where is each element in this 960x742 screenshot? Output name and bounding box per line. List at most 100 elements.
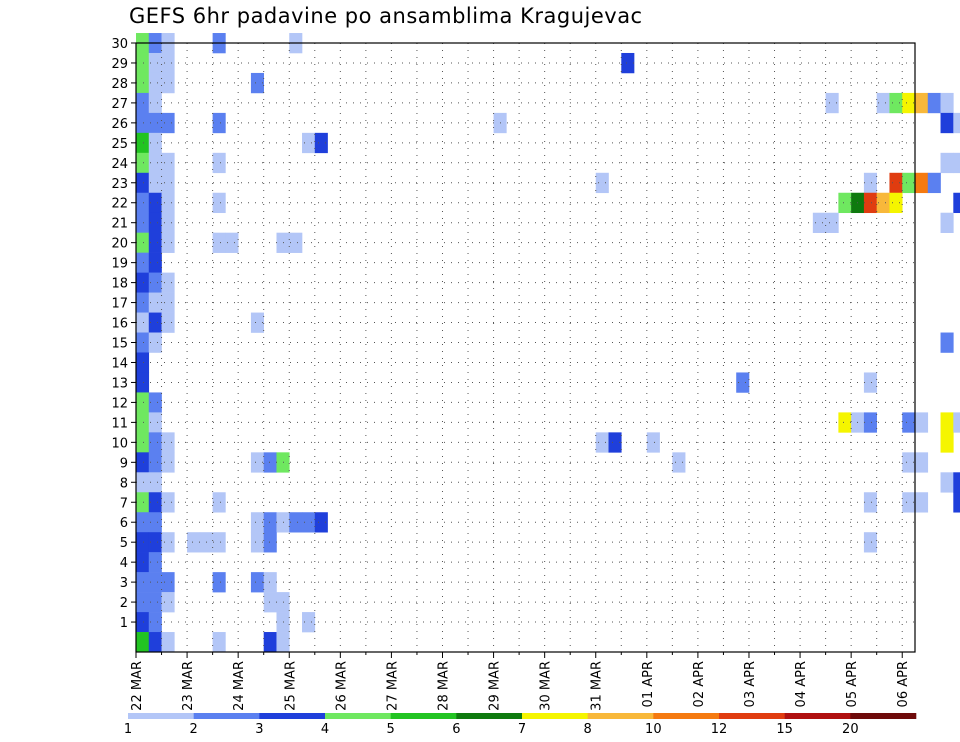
- colorbar-segment: [325, 713, 391, 719]
- heatmap-cell: [212, 112, 226, 134]
- y-tick-label: 28: [111, 77, 128, 92]
- colorbar-label: 4: [321, 722, 329, 737]
- heatmap-cell: [136, 192, 150, 214]
- heatmap-cell: [838, 412, 852, 433]
- heatmap-cell: [136, 312, 150, 333]
- heatmap-cell: [148, 92, 162, 114]
- heatmap-cell: [289, 232, 303, 253]
- x-tick-label: 22 MAR: [130, 661, 145, 711]
- heatmap-cell: [621, 52, 635, 74]
- heatmap-cell: [136, 612, 150, 633]
- heatmap-cell: [136, 432, 150, 453]
- x-tick-label: 06 APR: [896, 661, 911, 707]
- heatmap-cell: [289, 512, 303, 533]
- heatmap-cell: [136, 252, 150, 273]
- y-tick-label: 22: [111, 197, 128, 212]
- heatmap-cell: [902, 172, 916, 194]
- heatmap-cell: [136, 212, 150, 233]
- heatmap-cell: [212, 492, 226, 513]
- y-tick-label: 8: [120, 476, 128, 491]
- heatmap-cell: [915, 172, 929, 194]
- heatmap-cell: [148, 532, 162, 553]
- heatmap-cell: [136, 412, 150, 433]
- y-tick-label: 2: [120, 596, 128, 611]
- heatmap-cell: [148, 112, 162, 134]
- heatmap-cell: [302, 612, 316, 633]
- heatmap-cell: [148, 172, 162, 194]
- heatmap-cell: [953, 152, 960, 174]
- heatmap-cell: [302, 132, 316, 154]
- y-tick-label: 7: [120, 496, 128, 511]
- heatmap-cell: [136, 552, 150, 573]
- heatmap-cell: [953, 412, 960, 433]
- x-tick-label: 04 APR: [794, 661, 809, 707]
- heatmap-cell: [863, 192, 877, 214]
- colorbar-label: 1: [124, 722, 132, 737]
- y-tick-label: 11: [111, 416, 128, 431]
- x-tick-label: 24 MAR: [232, 661, 247, 711]
- colorbar-segment: [522, 713, 588, 719]
- heatmap-cell: [212, 192, 226, 214]
- y-tick-label: 27: [111, 97, 128, 112]
- y-tick-label: 13: [111, 376, 128, 391]
- x-tick-label: 02 APR: [692, 661, 707, 707]
- y-tick-label: 1: [120, 616, 128, 631]
- y-tick-label: 16: [111, 317, 128, 332]
- colorbar-label: 20: [842, 722, 859, 737]
- x-tick-label: 27 MAR: [385, 661, 400, 711]
- heatmap-cell: [608, 432, 622, 453]
- heatmap-cell: [250, 572, 264, 593]
- heatmap-cell: [136, 532, 150, 553]
- heatmap-cell: [148, 472, 162, 493]
- heatmap-cell: [161, 272, 175, 293]
- y-tick-label: 3: [120, 576, 128, 591]
- heatmap-cell: [314, 132, 328, 154]
- heatmap-cell: [672, 452, 686, 473]
- heatmap-cell: [161, 452, 175, 473]
- heatmap-cell: [953, 112, 960, 134]
- heatmap-cell: [927, 92, 941, 114]
- heatmap-cell: [736, 372, 750, 393]
- heatmap-cell: [148, 572, 162, 593]
- y-tick-label: 30: [111, 37, 128, 52]
- heatmap-cell: [263, 632, 277, 653]
- heatmap-cell: [161, 492, 175, 513]
- heatmap-cell: [161, 112, 175, 134]
- heatmap-cell: [136, 512, 150, 533]
- heatmap-cell: [136, 392, 150, 413]
- heatmap-cell: [148, 72, 162, 94]
- y-tick-label: 21: [111, 217, 128, 232]
- heatmap-cell: [940, 92, 954, 114]
- x-tick-label: 03 APR: [743, 661, 758, 707]
- heatmap-cell: [927, 172, 941, 194]
- heatmap-cell: [136, 592, 150, 613]
- heatmap-cell: [250, 532, 264, 553]
- heatmap-cell: [161, 632, 175, 653]
- x-tick-label: 05 APR: [845, 661, 860, 707]
- colorbar-label: 6: [452, 722, 460, 737]
- x-tick-label: 28 MAR: [436, 661, 451, 711]
- x-tick-label: 23 MAR: [181, 661, 196, 711]
- heatmap-cell: [136, 372, 150, 393]
- plot-frame: [135, 42, 916, 653]
- heatmap-cell: [889, 92, 903, 114]
- heatmap-cell: [915, 492, 929, 513]
- heatmap-cell: [161, 312, 175, 333]
- heatmap-cell: [148, 552, 162, 573]
- heatmap-cell: [136, 52, 150, 74]
- heatmap-cell: [250, 452, 264, 473]
- heatmap-cell: [263, 592, 277, 613]
- heatmap-cell: [212, 232, 226, 253]
- heatmap-cell: [940, 472, 954, 493]
- heatmap-cell: [812, 212, 826, 233]
- heatmap-cell: [902, 492, 916, 513]
- colorbar-segment: [128, 713, 194, 719]
- heatmap-cell: [161, 192, 175, 214]
- heatmap-cell: [263, 512, 277, 533]
- heatmap-cell: [915, 452, 929, 473]
- heatmap-cell: [148, 332, 162, 353]
- colorbar-label: 2: [190, 722, 198, 737]
- heatmap-cell: [161, 232, 175, 253]
- heatmap-cell: [148, 512, 162, 533]
- colorbar-segment: [719, 713, 785, 719]
